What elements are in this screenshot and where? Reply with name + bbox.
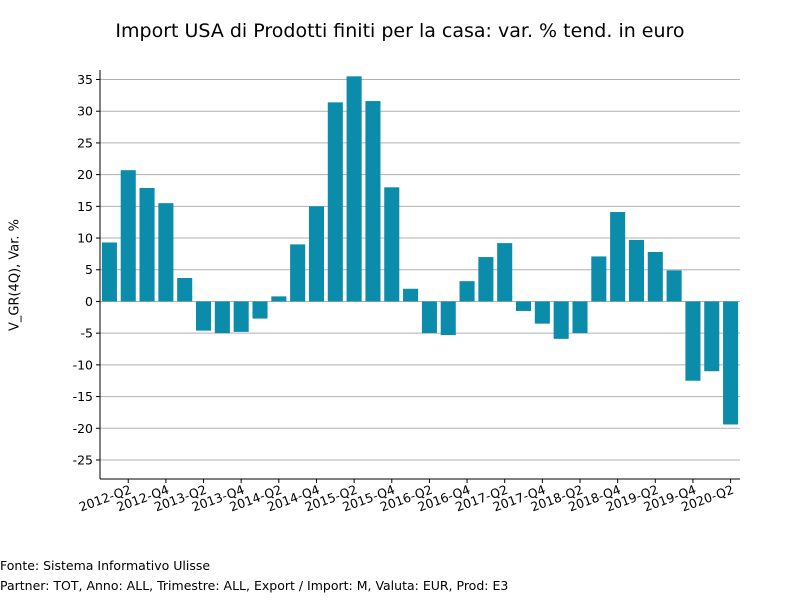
- bar-2017-Q4: 2017-Q4: -3.5: [534, 301, 550, 324]
- bar-2017-Q2: 2017-Q2: 9.2: [497, 243, 513, 302]
- bar-2018-Q1: 2018-Q1: -5.9: [553, 301, 569, 339]
- bar-2012-Q2: 2012-Q2: 20.7: [120, 170, 136, 302]
- y-tick-label: -15: [73, 389, 93, 404]
- bar-2012-Q4: 2012-Q4: 15.5: [158, 203, 174, 302]
- bar-2012-Q3: 2012-Q3: 17.9: [139, 187, 155, 302]
- bar-2020-Q2: 2020-Q2: -19.4: [723, 301, 739, 425]
- y-tick-label: 20: [77, 167, 93, 182]
- bar-2014-Q1: 2014-Q1: -2.7: [252, 301, 268, 319]
- y-tick-label: -5: [81, 326, 93, 341]
- bar-2018-Q3: 2018-Q3: 7.1: [591, 256, 607, 302]
- bar-2018-Q4: 2018-Q4: 14.1: [610, 212, 626, 302]
- y-tick-label: -25: [73, 452, 93, 467]
- y-tick-label: 10: [77, 231, 93, 246]
- y-tick-label: 25: [77, 135, 93, 150]
- bar-2015-Q1: 2015-Q1: 31.4: [327, 102, 343, 302]
- bar-2014-Q4: 2014-Q4: 15: [308, 206, 324, 302]
- bar-2020-Q1: 2020-Q1: -11: [704, 301, 720, 372]
- bar-2015-Q2: 2015-Q2: 35.5: [346, 76, 362, 302]
- y-tick-label: 15: [77, 199, 93, 214]
- bar-2017-Q1: 2017-Q1: 7: [478, 257, 494, 302]
- bar-2016-Q3: 2016-Q3: -5.3: [440, 301, 456, 336]
- x-tick-labels: 2012-Q22012-Q42013-Q22013-Q42014-Q22014-…: [77, 479, 736, 514]
- bar-2014-Q2: 2014-Q2: 0.8: [271, 296, 287, 302]
- bar-2017-Q3: 2017-Q3: -1.5: [516, 301, 532, 311]
- bar-2019-Q2: 2019-Q2: 7.8: [647, 251, 663, 302]
- y-tick-labels: 35 30 25 20 15 10 5 0 -5 -10 -15 -20 -25: [73, 72, 100, 467]
- chart-title: Import USA di Prodotti finiti per la cas…: [115, 20, 685, 42]
- grid-lines: [100, 79, 740, 461]
- bar-2016-Q2: 2016-Q2: -5: [421, 301, 437, 334]
- bar-2014-Q3: 2014-Q3: 9: [290, 244, 306, 302]
- bar-2012-Q1: 2012-Q1: 9.3: [101, 242, 117, 302]
- y-tick-label: 0: [85, 294, 93, 309]
- y-tick-label: 35: [77, 72, 93, 87]
- bar-2015-Q3: 2015-Q3: 31.6: [365, 101, 381, 302]
- bars: 2012-Q1: 9.32012-Q2: 20.72012-Q3: 17.920…: [101, 76, 739, 425]
- y-tick-label: 30: [77, 104, 93, 119]
- bar-2013-Q3: 2013-Q3: -5: [214, 301, 230, 334]
- bar-2018-Q2: 2018-Q2: -5: [572, 301, 588, 334]
- bar-2016-Q1: 2016-Q1: 2: [403, 288, 419, 302]
- bar-2013-Q4: 2013-Q4: -4.8: [233, 301, 249, 332]
- bar-2019-Q1: 2019-Q1: 9.7: [628, 239, 644, 302]
- y-tick-label: -10: [73, 357, 93, 372]
- bar-2013-Q2: 2013-Q2: -4.6: [196, 301, 212, 331]
- footer-source: Fonte: Sistema Informativo Ulisse: [0, 558, 211, 573]
- y-tick-label: -20: [73, 421, 93, 436]
- bar-2019-Q4: 2019-Q4: -12.5: [685, 301, 701, 381]
- bar-2019-Q3: 2019-Q3: 4.9: [666, 270, 682, 302]
- bar-2013-Q1: 2013-Q1: 3.7: [177, 277, 193, 302]
- y-tick-label: 5: [85, 262, 93, 277]
- bar-2015-Q4: 2015-Q4: 18: [384, 187, 400, 302]
- axes: [99, 70, 740, 480]
- bar-2016-Q4: 2016-Q4: 3.2: [459, 281, 475, 302]
- footer-parameters: Partner: TOT, Anno: ALL, Trimestre: ALL,…: [0, 578, 509, 593]
